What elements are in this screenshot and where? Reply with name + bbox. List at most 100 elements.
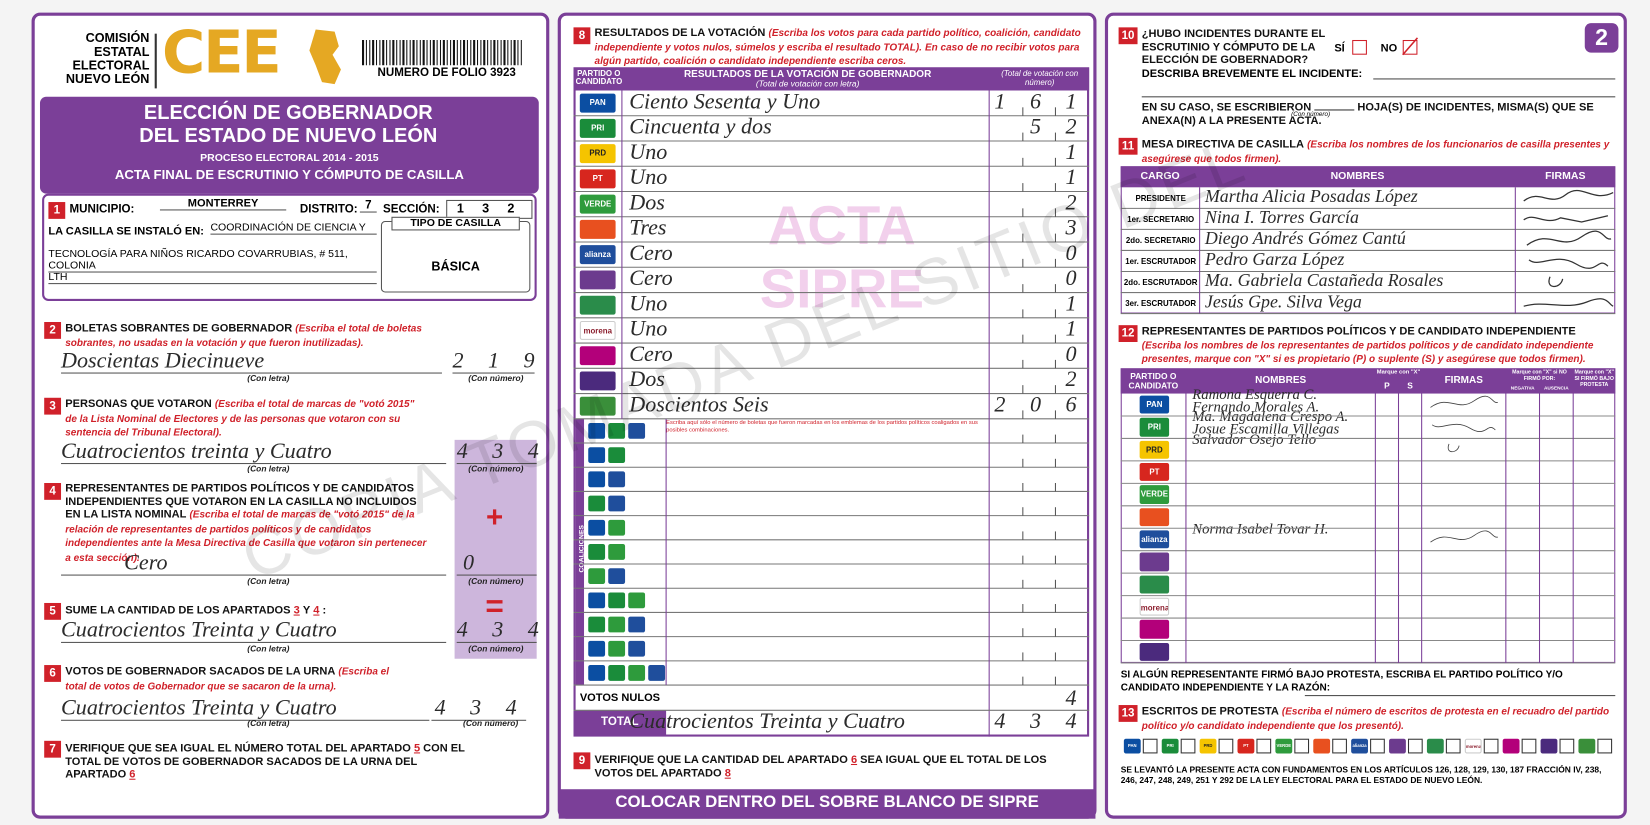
- instruction: (Escriba los nombres de los funcionarios…: [1141, 138, 1610, 165]
- party-logo: [1426, 738, 1444, 754]
- representative-name: Ma. Magdalena Crespo A. Josue Escamilla …: [1192, 409, 1349, 439]
- party-logo: [579, 396, 616, 416]
- vote-letter: Dos: [629, 366, 665, 392]
- section4-letter: Cero: [61, 549, 447, 576]
- reps-header: [1120, 368, 1616, 394]
- caption-letter: (Con letra): [247, 718, 290, 729]
- total-digits: 4 3 4: [994, 708, 1086, 734]
- cargo: 2do. SECRETARIO: [1125, 235, 1196, 246]
- column-header: NOMBRES: [1330, 170, 1385, 183]
- party-logo: PRI: [1139, 418, 1170, 437]
- title: PERSONAS QUE VOTARON: [65, 397, 212, 411]
- coalition-emblem: [608, 568, 626, 585]
- section11-heading: MESA DIRECTIVA DE CASILLA (Escriba los n…: [1142, 138, 1618, 166]
- coalition-emblem: [588, 519, 606, 536]
- coalition-emblem: [608, 423, 626, 439]
- vote-digits: 2: [1065, 189, 1086, 215]
- coalition-emblem: [588, 568, 606, 585]
- legal-text: SE LEVANTÓ LA PRESENTE ACTA CON FUNDAMEN…: [1120, 765, 1602, 786]
- caption-number: (Con número): [468, 373, 524, 384]
- instruction: (Escriba los votos para cada partido pol…: [594, 27, 1081, 54]
- column-header: Marque con "X": [1376, 369, 1421, 376]
- coalition-emblem: [608, 616, 626, 633]
- instruction: (Escriba el número de escritos de protes…: [1141, 706, 1610, 732]
- column-header: PARTIDO O CANDIDATO: [1128, 371, 1179, 391]
- vote-letter: Uno: [629, 138, 668, 165]
- section6-letter: Cuatrocientos Treinta y Cuatro: [61, 695, 430, 721]
- vote-letter: Uno: [629, 290, 668, 316]
- column-header: NOMBRES: [1255, 374, 1307, 387]
- vote-letter: Cero: [629, 239, 673, 266]
- ref: 8: [724, 766, 731, 780]
- section5-digits: 4 3 4: [456, 616, 549, 643]
- party-logo: PRD: [1139, 440, 1170, 459]
- column-header: FIRMAS: [1444, 374, 1483, 387]
- cargo: 1er. ESCRUTADOR: [1125, 256, 1197, 267]
- coalition-emblem: [588, 616, 606, 633]
- section-number: 13: [1118, 705, 1138, 722]
- protest-box: [1142, 738, 1158, 754]
- official-name: Pedro Garza López: [1204, 249, 1345, 270]
- coalition-emblem: [608, 665, 626, 681]
- yes-label: SÍ: [1334, 42, 1345, 55]
- protest-box: [1483, 738, 1499, 754]
- party-logo: [1139, 507, 1170, 527]
- ref: 3: [293, 604, 300, 617]
- representative-name: Norma Isabel Tovar H.: [1192, 521, 1329, 538]
- vote-digits: 5 2: [1029, 113, 1086, 139]
- protest-box: [1180, 738, 1196, 754]
- party-logo: alianza: [1139, 530, 1170, 549]
- vote-letter: Cero: [629, 340, 673, 367]
- instruction: (Escriba el total de marcas de "votó 201…: [65, 398, 415, 439]
- party-logo: PRI: [579, 118, 616, 138]
- protest-box: [1521, 738, 1537, 754]
- party-logo: alianza: [579, 245, 616, 265]
- section7-text: VERIFIQUE QUE SEA IGUAL EL NÚMERO TOTAL …: [65, 742, 475, 781]
- middle-column: [557, 12, 1097, 819]
- coalition-emblem: [628, 665, 646, 681]
- party-logo: VERDE: [579, 194, 616, 214]
- tipo-label: TIPO DE CASILLA: [391, 216, 520, 231]
- party-logo: PRD: [1199, 738, 1217, 754]
- instruction: (Escriba el total de votos de Gobernador…: [65, 666, 390, 692]
- ref: 6: [850, 753, 858, 767]
- section3-letter: Cuatrocientos treinta y Cuatro: [61, 438, 447, 465]
- official-name: Ma. Gabriela Castañeda Rosales: [1204, 270, 1444, 291]
- official-name: Jesús Gpe. Silva Vega: [1204, 291, 1362, 312]
- election-title: ELECCIÓN DE GOBERNADOR DEL ESTADO DE NUE…: [139, 102, 438, 148]
- title: RESULTADOS DE LA VOTACIÓN: [594, 26, 766, 39]
- title: ESCRITOS DE PROTESTA: [1141, 705, 1279, 718]
- protest-box: [1597, 738, 1613, 754]
- coalition-emblem: [608, 592, 626, 609]
- coalitions-strip: [575, 418, 585, 686]
- title: BOLETAS SOBRANTES DE GOBERNADOR: [65, 322, 293, 335]
- location-line: TECNOLOGÍA PARA NIÑOS RICARDO COVARRUBIA…: [48, 248, 377, 273]
- sum-strip: [454, 439, 537, 659]
- section2-digits: 2 1 9: [452, 347, 545, 374]
- protest-note: SI ALGÚN REPRESENTANTE FIRMÓ BAJO PROTES…: [1120, 669, 1563, 694]
- title: VOTOS DE GOBERNADOR SACADOS DE LA URNA: [65, 665, 336, 678]
- vote-digits: 1: [1065, 138, 1086, 165]
- title: REPRESENTANTES DE PARTIDOS POLÍTICOS Y D…: [1141, 325, 1576, 338]
- coalition-emblem: [588, 640, 606, 657]
- protest-box: [1294, 738, 1310, 754]
- coalition-emblem: [608, 495, 626, 512]
- text: SEA IGUAL QUE EL TOTAL DE LOS VOTOS DEL …: [594, 753, 1047, 780]
- section6-digits: 4 3 4: [431, 695, 527, 721]
- section1-box: [42, 193, 537, 301]
- footer-text: COLOCAR DENTRO DEL SOBRE BLANCO DE SIPRE: [615, 793, 1039, 812]
- coalition-emblem: [608, 447, 626, 464]
- vote-digits: 0: [1065, 239, 1086, 266]
- text: VERIFIQUE QUE SEA IGUAL EL NÚMERO TOTAL …: [65, 741, 411, 755]
- party-logo: PRI: [1161, 738, 1179, 754]
- party-logo: [579, 295, 616, 315]
- vote-digits: 1 6 1: [994, 88, 1086, 114]
- coalition-emblem: [588, 447, 606, 464]
- header-letter: (Total de votación con letra): [755, 78, 860, 89]
- section8-heading: RESULTADOS DE LA VOTACIÓN (Escriba los v…: [595, 26, 1090, 69]
- title: REPRESENTANTES DE PARTIDOS POLÍTICOS Y D…: [65, 481, 417, 521]
- officials-header: [1120, 166, 1616, 188]
- protest-box: [1332, 738, 1347, 754]
- party-logo: [1139, 620, 1170, 639]
